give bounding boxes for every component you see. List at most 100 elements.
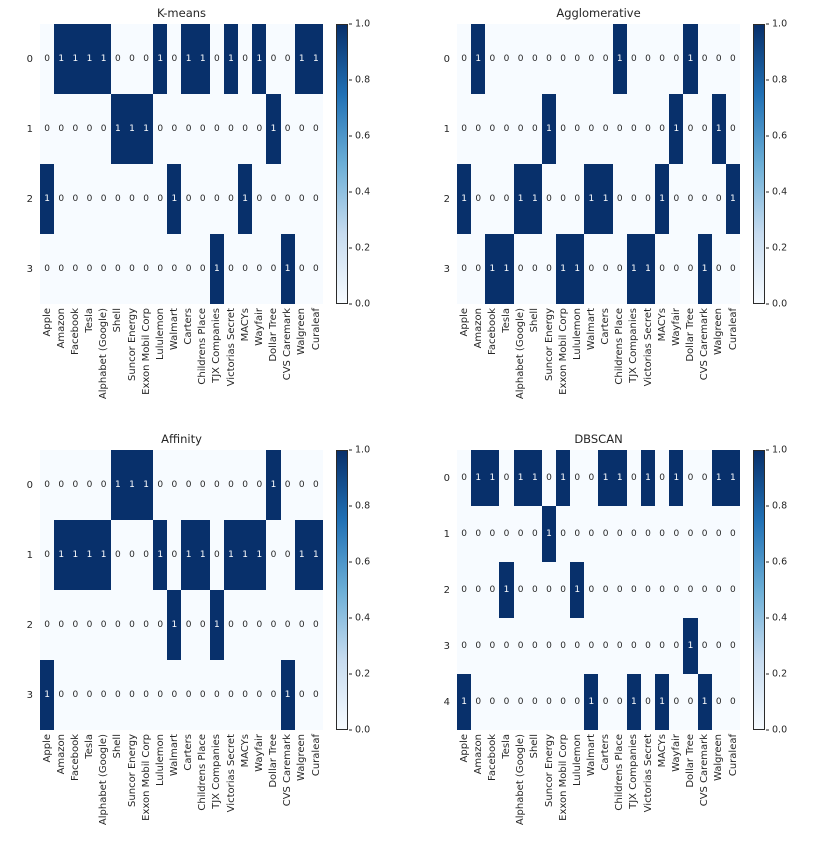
heatmap-cell: 0 bbox=[457, 450, 472, 506]
x-tick-label: Walmart bbox=[585, 308, 597, 351]
x-tick: CVS Caremark bbox=[281, 308, 295, 424]
x-tick-label: TJX Companies bbox=[628, 734, 640, 809]
heatmap-cell: 1 bbox=[499, 234, 514, 304]
heatmap-cell: 0 bbox=[124, 234, 140, 304]
heatmap-cell: 0 bbox=[167, 24, 182, 94]
heatmap-cell: 0 bbox=[697, 164, 712, 234]
x-tick-label: Suncor Energy bbox=[543, 734, 555, 807]
heatmap-cell: 0 bbox=[598, 24, 613, 94]
heatmap-cell: 0 bbox=[280, 94, 295, 164]
x-tick-label: Carters bbox=[600, 734, 612, 771]
heatmap-cell: 0 bbox=[485, 562, 500, 618]
x-tick-label: Walmart bbox=[168, 734, 180, 777]
heatmap-cell: 0 bbox=[556, 618, 571, 674]
heatmap-cell: 0 bbox=[640, 94, 656, 164]
heatmap-cell: 1 bbox=[541, 506, 557, 562]
chart-title-kmeans: K-means bbox=[156, 6, 207, 20]
heatmap-cell: 0 bbox=[153, 450, 168, 520]
heatmap-cell: 0 bbox=[139, 590, 154, 660]
colorbar-tick-mark bbox=[349, 673, 352, 675]
heatmap-cell: 0 bbox=[640, 506, 656, 562]
heatmap-cell: 1 bbox=[294, 24, 309, 94]
x-tick-label: MACYs bbox=[656, 308, 668, 342]
y-tick-label: 2 bbox=[443, 193, 450, 205]
heatmap-cell: 0 bbox=[485, 94, 500, 164]
heatmap-cell: 1 bbox=[238, 520, 253, 590]
colorbar-tick: 0.0 bbox=[349, 725, 370, 736]
heatmap-cell: 0 bbox=[556, 164, 571, 234]
heatmap-cell: 0 bbox=[626, 450, 641, 506]
heatmap-cell: 0 bbox=[669, 506, 684, 562]
heatmap-cell: 0 bbox=[82, 234, 97, 304]
heatmap-cell: 0 bbox=[223, 660, 239, 730]
x-tick: Dollar Tree bbox=[684, 734, 698, 850]
heatmap-cell: 0 bbox=[612, 94, 627, 164]
heatmap-cell: 0 bbox=[40, 24, 55, 94]
colorbar-tick: 0.6 bbox=[349, 131, 370, 142]
x-tick: Walgreen bbox=[712, 734, 726, 850]
heatmap-cell: 0 bbox=[294, 94, 309, 164]
heatmap-cell: 1 bbox=[626, 674, 641, 730]
x-tick: Curaleaf bbox=[309, 734, 323, 850]
heatmap-cell: 0 bbox=[294, 234, 309, 304]
heatmap-cell: 0 bbox=[598, 674, 613, 730]
heatmap-cell: 1 bbox=[527, 164, 542, 234]
heatmap-cell: 0 bbox=[711, 506, 726, 562]
heatmap-cell: 0 bbox=[513, 562, 528, 618]
heatmap-cell: 0 bbox=[153, 164, 168, 234]
colorbar-tick-mark bbox=[349, 191, 352, 193]
x-tick-label: Lululemon bbox=[154, 734, 166, 786]
colorbar-tick-label: 0.0 bbox=[772, 724, 788, 736]
heatmap-cell: 0 bbox=[598, 618, 613, 674]
heatmap-cell: 1 bbox=[266, 450, 281, 520]
x-tick-label: Dollar Tree bbox=[268, 734, 280, 788]
heatmap-cell: 0 bbox=[167, 234, 182, 304]
y-tick-label: 0 bbox=[443, 472, 450, 484]
x-tick-label: Carters bbox=[183, 734, 195, 771]
heatmap-cell: 0 bbox=[471, 234, 486, 304]
heatmap-cell: 0 bbox=[195, 590, 210, 660]
x-tick: Lululemon bbox=[153, 734, 167, 850]
heatmap-cell: 0 bbox=[238, 234, 253, 304]
heatmap-cell: 1 bbox=[513, 164, 528, 234]
x-tick-label: TJX Companies bbox=[211, 734, 223, 809]
heatmap-cell: 0 bbox=[471, 618, 486, 674]
heatmap-cell: 0 bbox=[153, 234, 168, 304]
x-tick-label: Shell bbox=[112, 734, 124, 759]
heatmap-cell: 1 bbox=[697, 674, 712, 730]
heatmap-cell: 0 bbox=[223, 450, 239, 520]
x-tick: Shell bbox=[528, 734, 542, 850]
heatmap-cell: 0 bbox=[238, 660, 253, 730]
heatmap-cell: 0 bbox=[195, 234, 210, 304]
colorbar-tick-mark bbox=[349, 505, 352, 507]
heatmap-cell: 0 bbox=[711, 164, 726, 234]
heatmap-cell: 1 bbox=[266, 94, 281, 164]
colorbar-tick: 0.8 bbox=[349, 501, 370, 512]
x-tick-label: Curaleaf bbox=[727, 734, 739, 777]
heatmap-cell: 0 bbox=[669, 234, 684, 304]
heatmap-cell: 1 bbox=[252, 24, 267, 94]
x-tick-label: Tesla bbox=[501, 308, 513, 333]
colorbar-tick: 0.0 bbox=[766, 299, 787, 310]
x-tick-label: Shell bbox=[112, 308, 124, 333]
x-tick-label: Lululemon bbox=[571, 734, 583, 786]
x-tick: Suncor Energy bbox=[125, 308, 139, 424]
heatmap-cell: 0 bbox=[725, 618, 740, 674]
heatmap-cell: 0 bbox=[252, 660, 267, 730]
x-tick-label: Victorias Secret bbox=[225, 734, 237, 813]
y-tick-label: 0 bbox=[443, 53, 450, 65]
colorbar-tick-mark bbox=[349, 303, 352, 305]
heatmap-cell: 0 bbox=[167, 94, 182, 164]
heatmap-cell: 1 bbox=[598, 450, 613, 506]
heatmap-cell: 0 bbox=[96, 660, 111, 730]
heatmap-cell: 0 bbox=[556, 562, 571, 618]
heatmap-cell: 0 bbox=[181, 94, 196, 164]
x-axis-tick-labels-agglomerative: Apple Amazon Facebook Tesla Alphabet (Google… bbox=[457, 308, 740, 424]
x-tick-label: Curaleaf bbox=[310, 308, 322, 351]
